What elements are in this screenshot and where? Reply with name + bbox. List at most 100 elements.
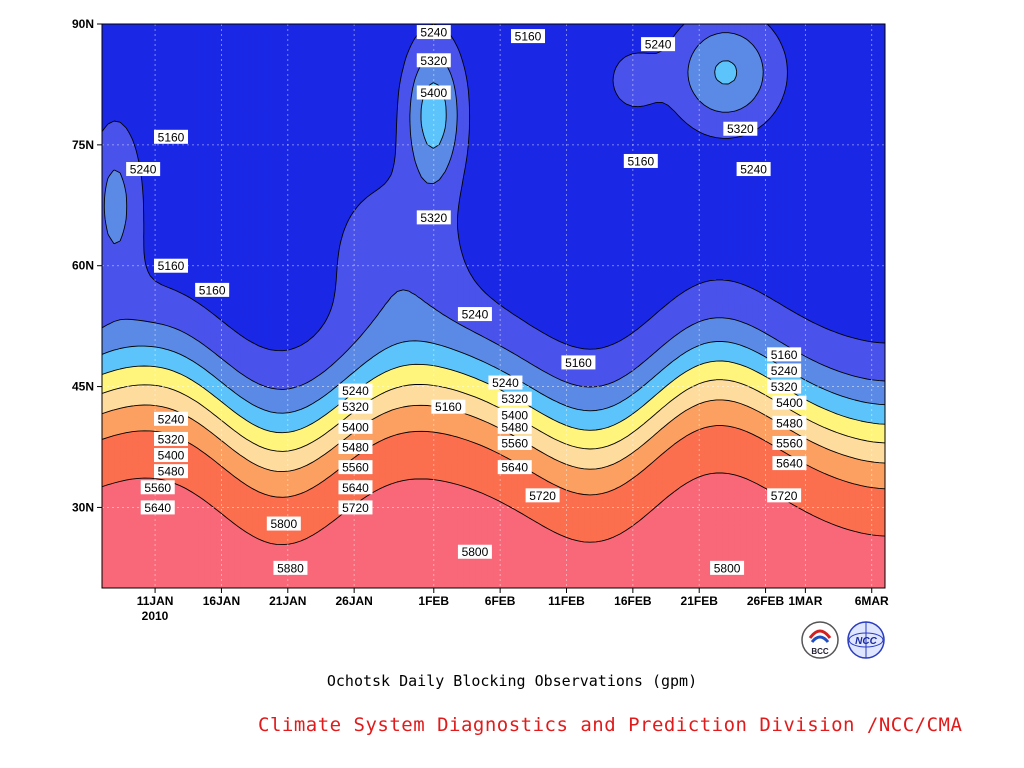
svg-text:5160: 5160 — [627, 154, 654, 168]
svg-text:5560: 5560 — [501, 436, 528, 450]
svg-text:5480: 5480 — [776, 416, 803, 430]
svg-text:5240: 5240 — [420, 26, 447, 40]
y-tick-label: 75N — [72, 138, 94, 152]
contour-label-5160: 5160 — [154, 130, 188, 145]
svg-text:5720: 5720 — [771, 489, 798, 503]
svg-text:5720: 5720 — [342, 501, 369, 515]
svg-text:5400: 5400 — [776, 396, 803, 410]
contour-label-5320: 5320 — [498, 392, 532, 407]
svg-text:5560: 5560 — [776, 436, 803, 450]
svg-text:5640: 5640 — [342, 481, 369, 495]
contour-label-5640: 5640 — [498, 460, 532, 475]
chart-title: Ochotsk Daily Blocking Observations (gpm… — [0, 672, 1024, 690]
svg-text:5240: 5240 — [492, 376, 519, 390]
svg-text:5480: 5480 — [342, 441, 369, 455]
contour-label-5800: 5800 — [458, 545, 492, 560]
x-tick-label: 21FEB — [681, 594, 719, 608]
svg-text:NCC: NCC — [855, 636, 877, 647]
contour-label-5160: 5160 — [431, 400, 465, 415]
contour-label-5160: 5160 — [154, 259, 188, 274]
svg-text:5240: 5240 — [130, 163, 157, 177]
contour-label-5640: 5640 — [772, 456, 806, 471]
svg-text:5640: 5640 — [776, 457, 803, 471]
svg-text:5320: 5320 — [420, 54, 447, 68]
contour-label-5240: 5240 — [488, 376, 522, 391]
y-tick-label: 45N — [72, 380, 94, 394]
contour-label-5160: 5160 — [767, 347, 801, 362]
contour-label-5240: 5240 — [417, 25, 451, 40]
svg-text:5400: 5400 — [342, 420, 369, 434]
svg-text:5800: 5800 — [270, 517, 297, 531]
contour-label-5320: 5320 — [338, 400, 372, 415]
contour-label-5240: 5240 — [126, 162, 160, 177]
svg-text:5400: 5400 — [158, 449, 185, 463]
contour-label-5800: 5800 — [267, 517, 301, 532]
svg-text:5240: 5240 — [462, 308, 489, 322]
contour-label-5320: 5320 — [154, 432, 188, 447]
x-tick-label: 1MAR — [788, 594, 822, 608]
contour-label-5560: 5560 — [141, 480, 175, 495]
contour-label-5320: 5320 — [723, 122, 757, 137]
contour-label-5240: 5240 — [641, 37, 675, 52]
contour-label-5320: 5320 — [417, 210, 451, 225]
x-axis: 11JAN 16JAN 21JAN 26JAN 1FEB 6FEB 11FEB 16FEB 21… — [137, 588, 889, 608]
svg-text:5320: 5320 — [342, 400, 369, 414]
svg-text:5240: 5240 — [342, 384, 369, 398]
contour-label-5240: 5240 — [338, 384, 372, 399]
svg-text:5320: 5320 — [158, 432, 185, 446]
svg-text:5160: 5160 — [158, 259, 185, 273]
x-tick-label: 26JAN — [335, 594, 372, 608]
contour-label-5480: 5480 — [154, 464, 188, 479]
contour-label-5880: 5880 — [273, 561, 307, 576]
svg-text:BCC: BCC — [811, 647, 829, 656]
x-tick-label: 26FEB — [747, 594, 785, 608]
contour-label-5160: 5160 — [195, 283, 229, 298]
x-tick-label: 11JAN — [137, 594, 174, 608]
contour-label-5400: 5400 — [338, 420, 372, 435]
svg-text:5160: 5160 — [515, 30, 542, 44]
contour-label-5560: 5560 — [772, 436, 806, 451]
bcc-logo: BCC — [800, 620, 840, 660]
contour-label-5720: 5720 — [767, 488, 801, 503]
contour-label-5720: 5720 — [338, 500, 372, 515]
svg-text:5400: 5400 — [420, 86, 447, 100]
svg-text:5560: 5560 — [144, 481, 171, 495]
svg-text:5560: 5560 — [342, 461, 369, 475]
svg-text:5720: 5720 — [529, 489, 556, 503]
x-tick-label: 21JAN — [269, 594, 306, 608]
contour-label-5560: 5560 — [498, 436, 532, 451]
svg-text:5480: 5480 — [158, 465, 185, 479]
svg-text:5160: 5160 — [435, 400, 462, 414]
svg-text:5240: 5240 — [645, 38, 672, 52]
svg-text:5640: 5640 — [501, 461, 528, 475]
svg-text:5240: 5240 — [740, 163, 767, 177]
contour-label-5240: 5240 — [737, 162, 771, 177]
contour-fills — [102, 24, 885, 588]
svg-text:5160: 5160 — [199, 283, 226, 297]
contour-label-5480: 5480 — [772, 416, 806, 431]
chart-credit: Climate System Diagnostics and Predictio… — [258, 714, 962, 736]
svg-text:5320: 5320 — [727, 122, 754, 136]
contour-label-5400: 5400 — [772, 396, 806, 411]
svg-text:5480: 5480 — [501, 420, 528, 434]
x-tick-label: 16FEB — [614, 594, 652, 608]
x-tick-label: 6MAR — [855, 594, 889, 608]
contour-label-5160: 5160 — [624, 154, 658, 169]
svg-text:5160: 5160 — [771, 348, 798, 362]
x-tick-label: 11FEB — [548, 594, 585, 608]
x-tick-label: 6FEB — [485, 594, 516, 608]
svg-text:5320: 5320 — [771, 380, 798, 394]
svg-text:5880: 5880 — [277, 561, 304, 575]
y-tick-label: 60N — [72, 259, 94, 273]
x-tick-label: 16JAN — [203, 594, 240, 608]
contour-label-5400: 5400 — [154, 448, 188, 463]
contour-label-5480: 5480 — [498, 420, 532, 435]
x-tick-label: 1FEB — [418, 594, 449, 608]
contour-label-5480: 5480 — [338, 440, 372, 455]
contour-label-5320: 5320 — [417, 53, 451, 68]
svg-text:5800: 5800 — [462, 545, 489, 559]
contour-label-5240: 5240 — [767, 363, 801, 378]
svg-text:5240: 5240 — [771, 364, 798, 378]
y-tick-label: 90N — [72, 17, 94, 31]
